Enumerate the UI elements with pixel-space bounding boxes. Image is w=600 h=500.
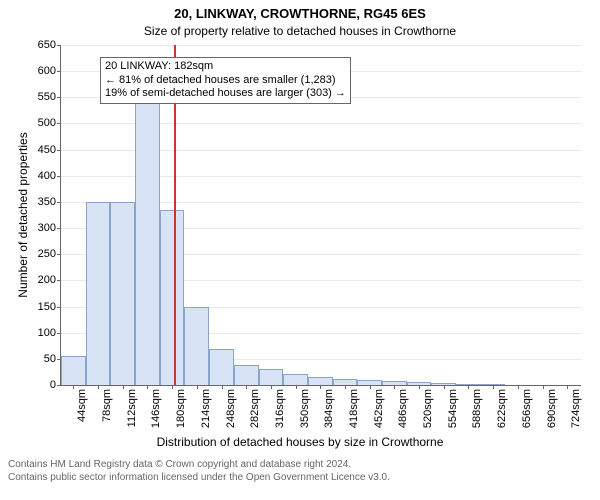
x-tick-mark [98, 385, 99, 389]
y-tick-label: 650 [38, 39, 61, 51]
chart-container: 20, LINKWAY, CROWTHORNE, RG45 6ES Size o… [0, 0, 600, 500]
y-tick-label: 450 [38, 144, 61, 156]
x-tick-mark [345, 385, 346, 389]
histogram-bar [135, 103, 160, 385]
gridline [61, 45, 581, 46]
chart-title: 20, LINKWAY, CROWTHORNE, RG45 6ES [0, 6, 600, 21]
histogram-bar [283, 374, 308, 386]
x-tick-mark [147, 385, 148, 389]
x-tick-mark [246, 385, 247, 389]
x-tick-mark [172, 385, 173, 389]
y-tick-label: 600 [38, 65, 61, 77]
x-tick-label: 656sqm [521, 385, 533, 428]
histogram-bar [259, 369, 284, 385]
y-tick-label: 50 [44, 353, 61, 365]
chart-subtitle: Size of property relative to detached ho… [0, 24, 600, 38]
x-axis-label: Distribution of detached houses by size … [0, 435, 600, 449]
x-tick-label: 282sqm [249, 385, 261, 428]
x-tick-mark [444, 385, 445, 389]
y-tick-label: 100 [38, 327, 61, 339]
y-tick-label: 350 [38, 196, 61, 208]
x-tick-label: 384sqm [323, 385, 335, 428]
histogram-bar [209, 349, 234, 385]
x-tick-label: 520sqm [422, 385, 434, 428]
x-tick-label: 486sqm [397, 385, 409, 428]
x-tick-label: 622sqm [496, 385, 508, 428]
annotation-line: 20 LINKWAY: 182sqm [105, 60, 346, 74]
x-tick-label: 316sqm [274, 385, 286, 428]
x-tick-mark [296, 385, 297, 389]
x-tick-label: 452sqm [373, 385, 385, 428]
x-tick-mark [567, 385, 568, 389]
plot-area: 0501001502002503003504004505005506006504… [60, 45, 581, 386]
x-tick-label: 214sqm [200, 385, 212, 428]
y-tick-label: 400 [38, 170, 61, 182]
x-tick-label: 350sqm [299, 385, 311, 428]
x-tick-mark [271, 385, 272, 389]
x-tick-label: 78sqm [101, 385, 113, 422]
histogram-bar [234, 365, 259, 385]
footer-line-1: Contains HM Land Registry data © Crown c… [8, 459, 390, 472]
y-tick-label: 250 [38, 248, 61, 260]
x-tick-mark [370, 385, 371, 389]
x-tick-mark [518, 385, 519, 389]
x-tick-label: 146sqm [150, 385, 162, 428]
x-tick-label: 44sqm [76, 385, 88, 422]
x-tick-mark [320, 385, 321, 389]
annotation-box: 20 LINKWAY: 182sqm← 81% of detached hous… [100, 57, 351, 104]
footer-line-2: Contains public sector information licen… [8, 472, 390, 485]
y-tick-label: 300 [38, 222, 61, 234]
x-tick-mark [394, 385, 395, 389]
histogram-bar [110, 202, 135, 385]
x-tick-label: 724sqm [570, 385, 582, 428]
x-tick-mark [419, 385, 420, 389]
y-tick-label: 0 [50, 379, 61, 391]
annotation-line: ← 81% of detached houses are smaller (1,… [105, 74, 346, 88]
histogram-bar [61, 356, 86, 385]
histogram-bar [86, 202, 111, 385]
x-tick-label: 112sqm [126, 385, 138, 427]
x-tick-mark [468, 385, 469, 389]
histogram-bar [184, 307, 209, 385]
x-tick-mark [123, 385, 124, 389]
x-tick-mark [73, 385, 74, 389]
x-tick-label: 248sqm [225, 385, 237, 428]
histogram-bar [160, 210, 185, 385]
x-tick-mark [222, 385, 223, 389]
x-tick-label: 588sqm [471, 385, 483, 428]
x-tick-label: 180sqm [175, 385, 187, 428]
y-tick-label: 500 [38, 117, 61, 129]
x-tick-label: 554sqm [447, 385, 459, 428]
x-tick-label: 418sqm [348, 385, 360, 428]
x-tick-mark [543, 385, 544, 389]
annotation-line: 19% of semi-detached houses are larger (… [105, 87, 346, 101]
y-tick-label: 550 [38, 91, 61, 103]
x-tick-mark [493, 385, 494, 389]
histogram-bar [308, 377, 333, 385]
y-tick-label: 150 [38, 301, 61, 313]
y-tick-label: 200 [38, 274, 61, 286]
x-tick-label: 690sqm [546, 385, 558, 428]
y-axis-label: Number of detached properties [16, 115, 30, 315]
footer-text: Contains HM Land Registry data © Crown c… [8, 459, 390, 484]
x-tick-mark [197, 385, 198, 389]
